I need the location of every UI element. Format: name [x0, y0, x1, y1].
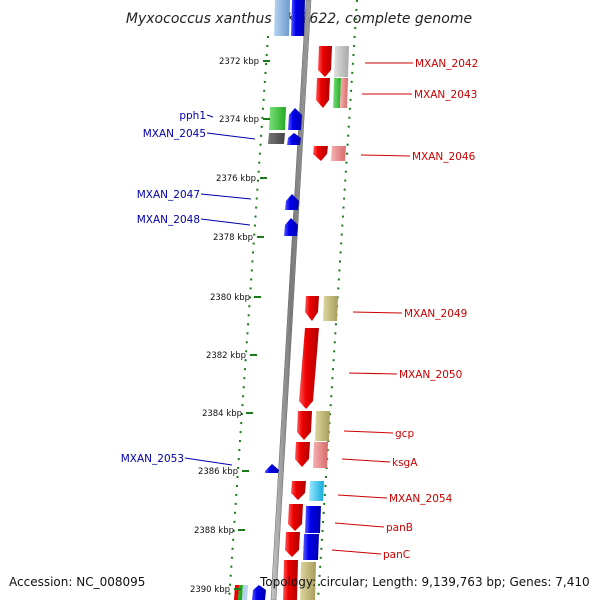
gene-arrow [285, 532, 300, 557]
label-leader [184, 457, 233, 466]
topology-text: Topology: circular; Length: 9,139,763 bp… [259, 575, 590, 589]
tick-label: 2384 kbp [202, 409, 242, 419]
tick-label: 2390 kbp [190, 585, 230, 595]
top-edge-genes [274, 0, 305, 36]
gene-block [333, 78, 341, 108]
gene-block [300, 562, 316, 600]
label-leader [352, 311, 403, 314]
gene-arrow [318, 46, 332, 77]
gene-label: MXAN_2042 [415, 58, 478, 70]
gene-label: MXAN_2047 [137, 189, 200, 201]
label-leader [343, 430, 394, 434]
gene-arrow [316, 78, 330, 108]
gene-label: MXAN_2043 [414, 89, 477, 101]
gene-block [283, 560, 298, 600]
gene-label: MXAN_2045 [143, 128, 206, 140]
tick-label: 2382 kbp [206, 351, 246, 361]
gene-arrow [288, 108, 302, 130]
gene-label: panB [386, 522, 413, 534]
coordinate-ticks: 2372 kbp 2374 kbp 2376 kbp 2378 kbp 2380 kbp… [190, 57, 270, 595]
gene-arrow [284, 218, 298, 236]
gene-label: gcp [395, 428, 414, 440]
gene-block [303, 534, 319, 560]
label-leader [200, 218, 251, 226]
gene-arrow [287, 133, 301, 145]
label-leader [331, 549, 382, 555]
gene-label: MXAN_2053 [121, 453, 184, 465]
label-leader [341, 458, 391, 463]
gene-block [323, 296, 338, 321]
label-leader [348, 372, 398, 375]
gene-label: MXAN_2046 [412, 151, 476, 163]
accession-text: Accession: NC_008095 [9, 575, 145, 589]
gene-block [269, 107, 286, 130]
forward-gene-track [283, 46, 349, 600]
tick-label: 2376 kbp [216, 174, 256, 184]
label-leader [206, 132, 256, 140]
gene-label: MXAN_2054 [389, 493, 453, 505]
gene-arrow [265, 464, 279, 473]
gene-arrow [313, 146, 328, 161]
gene-label: MXAN_2050 [399, 369, 462, 381]
gene-label: MXAN_2048 [137, 214, 200, 226]
gene-arrow [305, 296, 319, 321]
gene-block [309, 481, 324, 501]
tick-label: 2378 kbp [213, 233, 253, 243]
gene-label: MXAN_2049 [404, 308, 467, 320]
label-leader [334, 522, 385, 528]
tick-label: 2388 kbp [194, 526, 234, 536]
tick-label: 2374 kbp [219, 115, 259, 125]
gene-arrow [285, 194, 299, 210]
gene-block [242, 585, 248, 600]
gene-arrow [295, 442, 310, 467]
gene-arrow [288, 504, 303, 531]
gene-block [305, 506, 321, 533]
tick-label: 2372 kbp [219, 57, 259, 67]
gene-label: ksgA [392, 457, 418, 469]
gene-label: panC [383, 549, 410, 561]
gene-arrow [252, 585, 266, 600]
outer-dotted-ring [317, 0, 358, 600]
tick-label: 2380 kbp [210, 293, 250, 303]
gene-block [334, 46, 349, 77]
gene-block [315, 411, 330, 441]
reverse-gene-track [234, 107, 302, 600]
label-leader [360, 154, 411, 157]
gene-block [331, 146, 346, 161]
gene-arrow [291, 481, 306, 500]
gene-block [340, 78, 348, 108]
gene-block [313, 442, 328, 468]
reverse-gene-labels: pph1 MXAN_2045 MXAN_2047 MXAN_2048 MXAN_2053 [121, 110, 256, 466]
accession-backdrop [6, 572, 148, 590]
genome-backbone [270, 0, 312, 600]
gene-block [291, 0, 305, 36]
forward-gene-labels: MXAN_2042 MXAN_2043 MXAN_2046 MXAN_2049 MXAN… [331, 58, 478, 561]
label-leader [337, 494, 388, 499]
gene-arrow [297, 411, 312, 440]
gene-block [274, 0, 290, 36]
tick-label: 2386 kbp [198, 467, 238, 477]
gene-label: pph1 [179, 110, 206, 122]
label-leader [200, 193, 252, 200]
label-leader [206, 114, 214, 118]
gene-arrow [299, 328, 319, 409]
gene-block [268, 133, 285, 144]
